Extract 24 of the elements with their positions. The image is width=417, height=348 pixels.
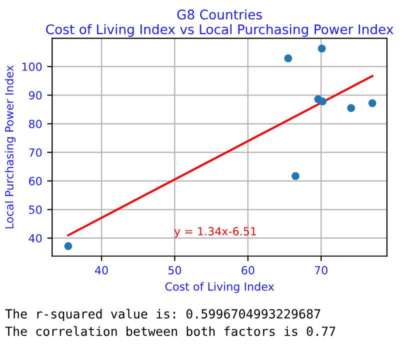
point [284,54,292,62]
chart-title: G8 Countries Cost of Living Index vs Local Purchasing Power Index [46,9,394,37]
y-tick-label: 70 [29,148,42,157]
annotation: y = 1.34x-6.51 [174,227,256,238]
text: The r-squared value is: 0.5996704993229687 [5,308,320,322]
x-axis-title: Cost of Living Index [165,282,274,293]
point [64,242,72,250]
x-tick-label: 70 [314,266,328,274]
x-tick-label: 60 [242,266,254,274]
y-tick-label: 100 [22,62,42,71]
y-axis-title: Local Purchasing Power Index [4,65,16,228]
y-tick-label: 60 [29,176,42,186]
x-tick-label: 50 [168,266,182,274]
point [347,104,356,112]
point [318,98,327,106]
text: The correlation between both factors is 0.77 [5,326,336,336]
y-tick-label: 90 [28,91,42,100]
y-tick-label: 80 [29,120,42,128]
x-tick-label: 40 [95,266,108,274]
y-tick-label: 40 [28,234,42,242]
point [368,99,376,108]
point [292,172,300,180]
y-tick-label: 50 [29,206,42,214]
point [318,44,326,53]
